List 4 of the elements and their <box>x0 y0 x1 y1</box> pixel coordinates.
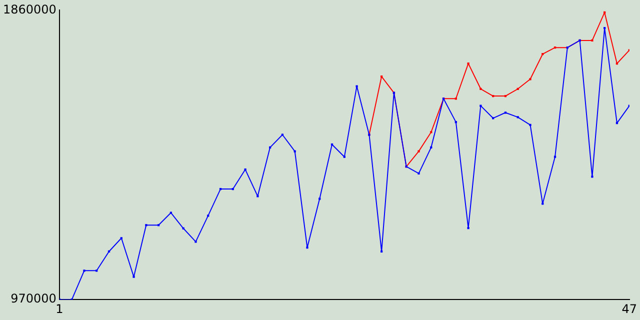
x-tick-label: 47 <box>622 302 638 316</box>
y-tick-label: 970000 <box>10 292 56 306</box>
y-tick-label: 1860000 <box>2 2 56 16</box>
x-tick-label: 1 <box>56 302 64 316</box>
